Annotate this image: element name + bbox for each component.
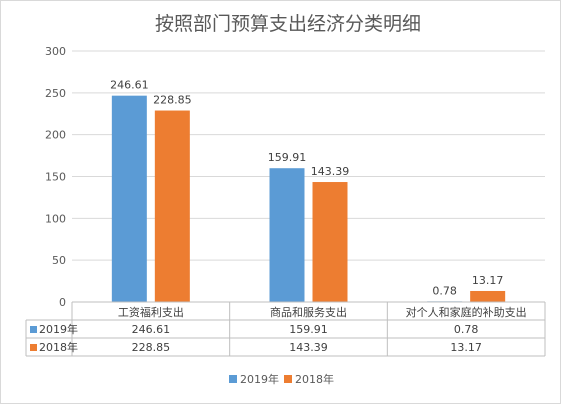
data-label: 159.91 — [268, 151, 307, 164]
table-cell: 13.17 — [450, 341, 482, 354]
data-label: 0.78 — [432, 284, 457, 297]
table-legend-key — [30, 344, 37, 351]
category-label: 工资福利支出 — [118, 305, 184, 319]
chart-title: 按照部门预算支出经济分类明细 — [155, 13, 421, 35]
y-tick-label: 0 — [59, 296, 66, 309]
bars — [111, 95, 506, 302]
category-label: 对个人和家庭的补助支出 — [406, 305, 527, 319]
y-tick-label: 50 — [52, 254, 66, 267]
data-label: 143.39 — [311, 165, 350, 178]
category-label: 商品和服务支出 — [270, 305, 347, 319]
data-labels: 246.61 159.91 0.78 228.85 143.39 13.17 — [110, 79, 503, 298]
table-legend-key — [30, 326, 37, 333]
legend-key — [284, 375, 292, 383]
y-axis-ticks: 0 50 100 150 200 250 300 — [45, 45, 66, 309]
y-tick-label: 250 — [45, 87, 66, 100]
legend-label: 2019年 — [240, 372, 279, 386]
y-tick-label: 200 — [45, 129, 66, 142]
table-series-name: 2019年 — [39, 322, 78, 336]
data-table: 工资福利支出 商品和服务支出 对个人和家庭的补助支出 2019年 246.61 159.9… — [25, 301, 546, 357]
bar — [470, 290, 506, 302]
table-cell: 228.85 — [132, 341, 171, 354]
y-tick-label: 150 — [45, 171, 66, 184]
bar — [154, 110, 190, 302]
data-label: 13.17 — [472, 274, 504, 287]
legend-key — [229, 375, 237, 383]
legend: 2019年 2018年 — [229, 372, 334, 386]
legend-label: 2018年 — [295, 372, 334, 386]
table-cell: 143.39 — [289, 341, 328, 354]
data-label: 228.85 — [153, 94, 192, 107]
table-cell: 159.91 — [289, 323, 328, 336]
y-tick-label: 300 — [45, 45, 66, 58]
bar — [312, 182, 348, 302]
y-tick-label: 100 — [45, 212, 66, 225]
table-series-name: 2018年 — [39, 340, 78, 354]
table-cell: 246.61 — [132, 323, 171, 336]
table-cell: 0.78 — [454, 323, 479, 336]
bar — [269, 168, 305, 302]
data-label: 246.61 — [110, 79, 149, 92]
bar — [111, 95, 147, 302]
